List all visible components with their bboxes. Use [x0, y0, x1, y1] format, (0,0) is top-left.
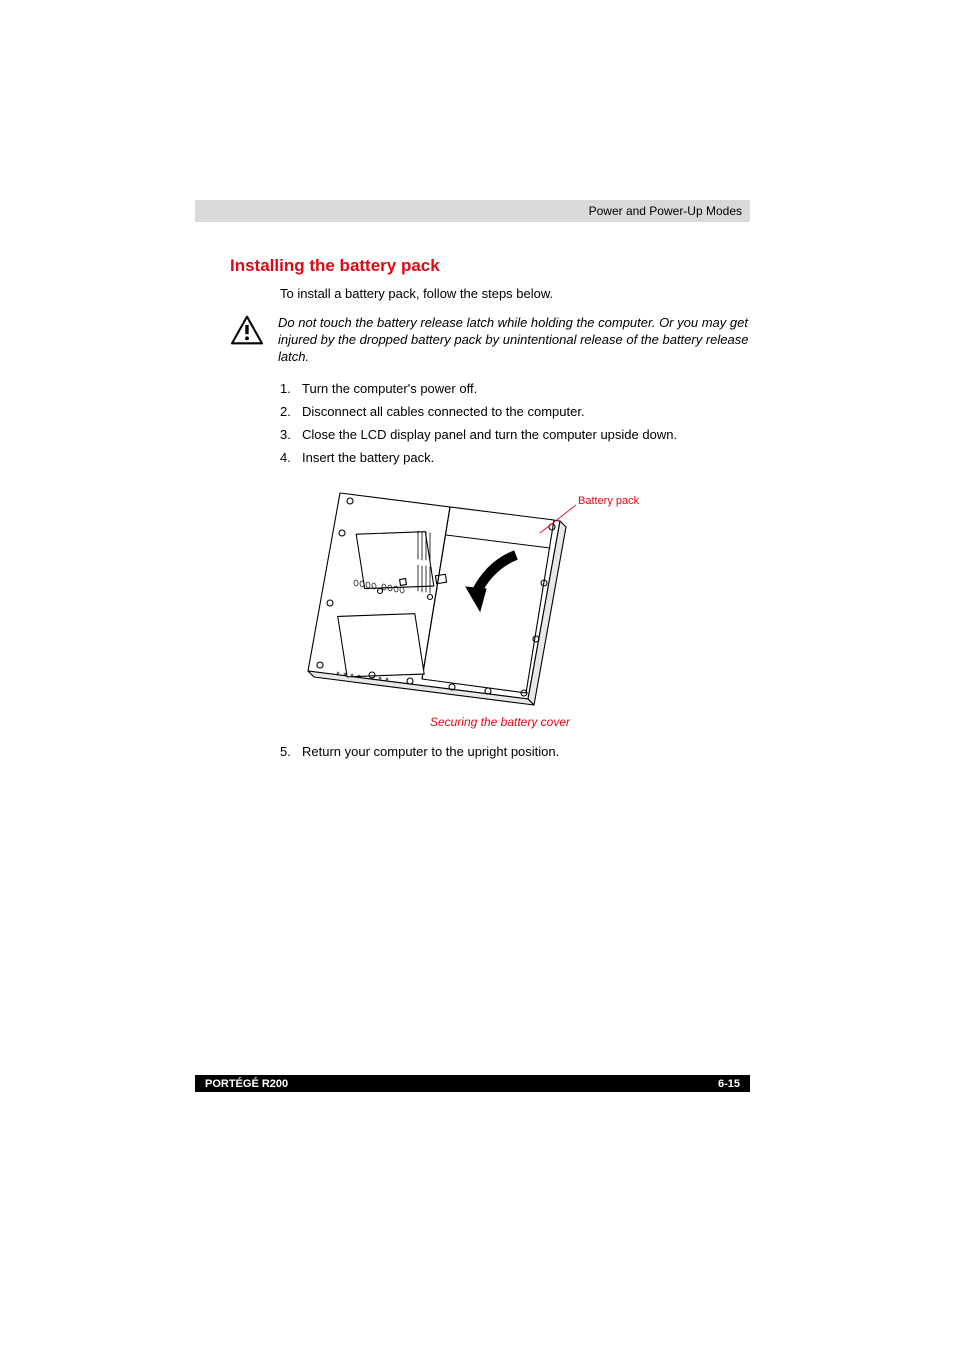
header-bar: Power and Power-Up Modes	[195, 200, 750, 222]
list-item: 3.Close the LCD display panel and turn t…	[280, 426, 750, 444]
step-text: Close the LCD display panel and turn the…	[302, 426, 677, 444]
step-number: 4.	[280, 449, 302, 467]
step-text: Insert the battery pack.	[302, 449, 434, 467]
laptop-diagram	[280, 483, 630, 713]
step-number: 5.	[280, 743, 302, 761]
caution-text: Do not touch the battery release latch w…	[278, 315, 750, 366]
warning-icon	[230, 315, 264, 345]
caution-block: Do not touch the battery release latch w…	[230, 315, 750, 366]
footer-bar: PORTÉGÉ R200 6-15	[195, 1075, 750, 1092]
page-content: Power and Power-Up Modes Installing the …	[195, 200, 750, 762]
step-text: Turn the computer's power off.	[302, 380, 477, 398]
list-item: 2.Disconnect all cables connected to the…	[280, 403, 750, 421]
intro-text: To install a battery pack, follow the st…	[280, 286, 750, 301]
figure: Battery pack Securing the battery cover	[280, 483, 720, 729]
step-number: 3.	[280, 426, 302, 444]
chapter-title: Power and Power-Up Modes	[589, 204, 742, 218]
step-number: 2.	[280, 403, 302, 421]
callout-battery-pack: Battery pack	[578, 495, 639, 507]
step-number: 1.	[280, 380, 302, 398]
list-item: 1.Turn the computer's power off.	[280, 380, 750, 398]
step-text: Disconnect all cables connected to the c…	[302, 403, 585, 421]
steps-list-a: 1.Turn the computer's power off. 2.Disco…	[280, 380, 750, 468]
footer-page-number: 6-15	[718, 1078, 740, 1090]
steps-list-b: 5.Return your computer to the upright po…	[280, 743, 750, 761]
list-item: 5.Return your computer to the upright po…	[280, 743, 750, 761]
section-heading: Installing the battery pack	[230, 256, 750, 276]
footer-model: PORTÉGÉ R200	[205, 1078, 288, 1090]
figure-caption: Securing the battery cover	[280, 715, 720, 729]
list-item: 4.Insert the battery pack.	[280, 449, 750, 467]
step-text: Return your computer to the upright posi…	[302, 743, 559, 761]
